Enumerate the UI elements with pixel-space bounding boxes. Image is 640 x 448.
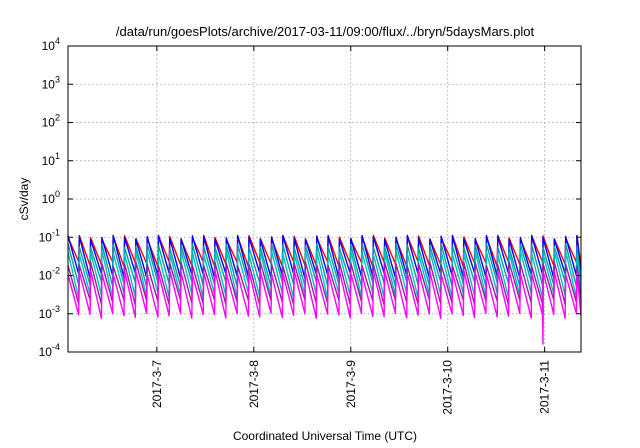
x-tick-label: 2017-3-9 — [344, 360, 358, 408]
y-axis-label: cSv/day — [17, 178, 31, 221]
y-tick-label: 10-4 — [39, 342, 60, 359]
series-line — [67, 269, 582, 345]
x-axis-label: Coordinated Universal Time (UTC) — [233, 429, 417, 443]
chart-title: /data/run/goesPlots/archive/2017-03-11/0… — [116, 24, 535, 39]
y-tick-label: 101 — [42, 151, 60, 168]
x-tick-label: 2017-3-8 — [247, 360, 261, 408]
y-tick-label: 10-2 — [39, 266, 60, 283]
x-axis: 2017-3-7 2017-3-8 2017-3-9 2017-3-10 2017-3-… — [150, 46, 552, 415]
data-series — [67, 234, 582, 345]
x-tick-label: 2017-3-10 — [441, 360, 455, 415]
y-tick-label: 100 — [42, 189, 60, 206]
x-tick-label: 2017-3-11 — [538, 360, 552, 414]
y-tick-label: 104 — [42, 36, 60, 53]
y-tick-label: 10-3 — [39, 304, 60, 321]
y-tick-label: 102 — [42, 113, 60, 130]
y-tick-label: 10-1 — [39, 227, 60, 244]
y-axis: 10-4 10-3 10-2 10-1 100 101 102 103 104 — [39, 36, 581, 359]
y-tick-label: 103 — [42, 74, 60, 91]
x-tick-label: 2017-3-7 — [150, 360, 164, 408]
